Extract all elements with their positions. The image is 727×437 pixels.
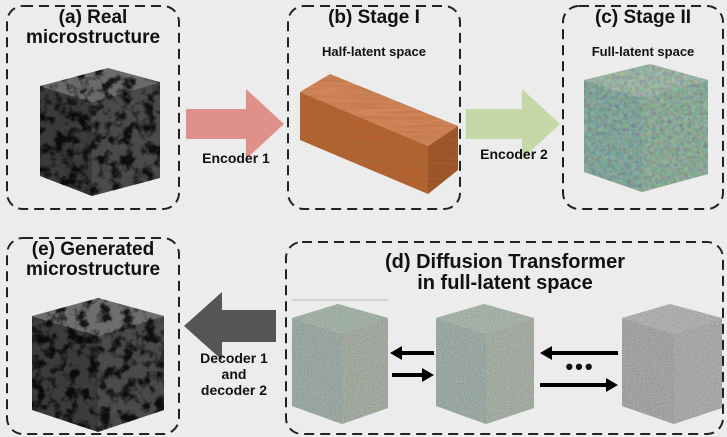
encoder-1-label: Encoder 1 <box>202 150 270 166</box>
decoder-label-line2: and <box>221 366 247 383</box>
denoise-arrow-left-2 <box>540 346 618 360</box>
decoder-label: Decoder 1 and decoder 2 <box>186 350 282 398</box>
panel-e-title-line2: microstructure <box>25 258 161 280</box>
panel-d-diffusion-transformer <box>285 241 724 435</box>
panel-e-title: (e) Generated microstructure <box>10 240 176 280</box>
intermediate-latent-cube <box>436 304 534 424</box>
decoder-label-line3: decoder 2 <box>200 382 268 399</box>
noise-arrow-right-1 <box>392 368 434 382</box>
panel-d-border <box>285 241 724 435</box>
panel-a-border <box>6 5 180 210</box>
panel-e-generated-microstructure <box>6 237 180 435</box>
panel-d-title: (d) Diffusion Transformer in full-latent… <box>300 252 710 294</box>
encoder-2-label: Encoder 2 <box>480 146 548 162</box>
panel-e-title-line1: (e) Generated <box>31 239 155 260</box>
generated-microstructure-cube <box>32 298 164 432</box>
noise-arrow-right-2 <box>540 378 618 392</box>
panel-c-stage-two <box>562 5 724 210</box>
panel-d-title-line2: in full-latent space <box>417 272 593 294</box>
ellipsis-dots: ••• <box>565 354 595 379</box>
encoder-1-arrow <box>186 89 284 159</box>
half-latent-cuboid <box>300 74 458 194</box>
real-microstructure-cube <box>40 68 160 196</box>
panel-b-stage-one <box>287 5 461 210</box>
panel-c-border <box>562 5 724 210</box>
generated-latent-cube <box>292 304 388 424</box>
panel-a-title-line2: microstructure <box>25 26 161 48</box>
decoder-label-line1: Decoder 1 <box>200 350 268 366</box>
full-latent-cube <box>584 64 708 192</box>
panel-a-real-microstructure <box>6 5 180 210</box>
noise-cube <box>622 304 722 424</box>
panel-b-title: (b) Stage I <box>328 7 420 28</box>
panel-e-border <box>6 237 180 435</box>
panel-a-title: (a) Real microstructure <box>10 8 176 48</box>
panel-d-title-line1: (d) Diffusion Transformer <box>384 251 625 273</box>
panel-c-subtitle: Full-latent space <box>591 44 695 59</box>
panel-b-subtitle: Half-latent space <box>321 44 427 59</box>
panel-a-title-line1: (a) Real <box>58 7 128 28</box>
panel-b-border <box>287 5 461 210</box>
panel-c-title: (c) Stage II <box>594 7 692 28</box>
decoder-arrow <box>184 292 276 360</box>
encoder-2-arrow <box>466 89 560 159</box>
denoise-arrow-left-1 <box>390 346 434 360</box>
